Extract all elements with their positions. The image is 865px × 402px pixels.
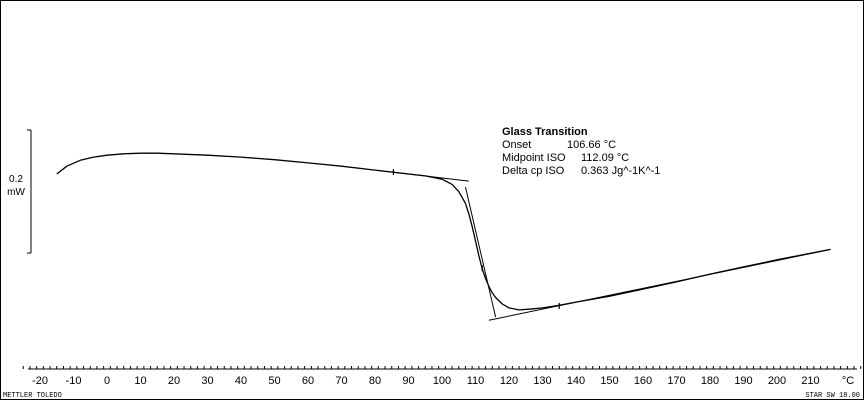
annotation-onset-value: 106.66 °C	[567, 139, 616, 151]
x-tick-label: 10	[134, 375, 146, 387]
x-axis-tick-labels: -20 -10 0 10 20 30 40 50 60 70 80 90 100 110 120 130 140…	[32, 375, 820, 387]
y-scale-value: 0.2	[9, 174, 23, 185]
x-tick-label: 20	[168, 375, 180, 387]
series-layer	[56, 152, 831, 311]
tangent-line-2	[488, 248, 831, 321]
x-tick-label: 170	[667, 375, 685, 387]
x-tick-label: 90	[402, 375, 414, 387]
annotation-onset-label: Onset	[502, 139, 531, 151]
x-tick-label: 50	[268, 375, 280, 387]
x-tick-label: 200	[768, 375, 786, 387]
x-tick-label: -10	[66, 375, 82, 387]
x-tick-label: -20	[32, 375, 48, 387]
x-tick-label: 110	[467, 375, 485, 387]
footer-brand: METTLER TOLEDO	[3, 392, 62, 400]
x-tick-label: 120	[500, 375, 518, 387]
y-scale-bar: 0.2 mW	[7, 129, 32, 254]
x-tick-label: 190	[734, 375, 752, 387]
annotation-title: Glass Transition	[502, 126, 588, 138]
series-line-1	[56, 152, 831, 311]
x-tick-label: 210	[801, 375, 819, 387]
x-tick-label: 130	[533, 375, 551, 387]
annotation-deltacp-label: Delta cp ISO	[502, 165, 565, 177]
footer-software: STAR SW 18.00	[805, 392, 860, 400]
tangent-lines	[391, 171, 831, 321]
x-tick-label: 30	[201, 375, 213, 387]
glass-transition-annotation: Glass Transition Onset 106.66 °C Midpoin…	[502, 126, 660, 177]
annotation-midpoint-value: 112.09 °C	[581, 152, 629, 164]
annotation-midpoint-label: Midpoint ISO	[502, 152, 566, 164]
y-scale-unit: mW	[7, 187, 25, 198]
x-tick-label: 100	[433, 375, 451, 387]
x-tick-label: 40	[235, 375, 247, 387]
x-tick-label: 160	[634, 375, 652, 387]
x-tick-label: 0	[104, 375, 110, 387]
annotation-deltacp-value: 0.363 Jg^-1K^-1	[581, 165, 660, 177]
x-tick-label: 180	[701, 375, 719, 387]
x-tick-label: 80	[369, 375, 381, 387]
x-tick-label: 140	[567, 375, 585, 387]
x-axis-unit-label: °C	[842, 375, 854, 387]
x-tick-label: 60	[302, 375, 314, 387]
x-axis-ticks	[22, 366, 862, 369]
markers-layer	[392, 169, 560, 309]
tangent-line-3	[464, 186, 497, 318]
x-tick-label: 70	[335, 375, 347, 387]
x-tick-label: 150	[600, 375, 618, 387]
